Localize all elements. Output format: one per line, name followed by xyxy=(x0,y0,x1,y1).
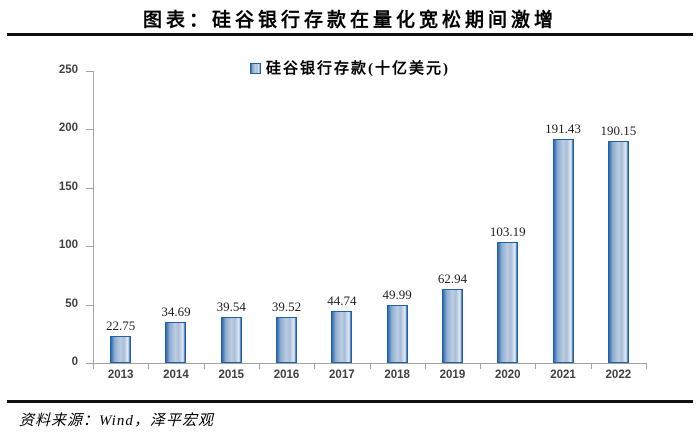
year-label-2022: 2022 xyxy=(605,369,632,381)
bar-2021 xyxy=(552,139,574,363)
bar-2022 xyxy=(607,140,629,363)
value-label-2018: 49.99 xyxy=(382,286,412,302)
xtick-mark xyxy=(314,363,316,369)
legend-label: 硅谷银行存款(十亿美元) xyxy=(266,61,450,77)
year-label-2015: 2015 xyxy=(218,369,245,381)
bar-2015 xyxy=(220,316,242,363)
year-label-2014: 2014 xyxy=(163,369,189,381)
year-label-2013: 2013 xyxy=(107,369,134,381)
year-label-2017: 2017 xyxy=(329,369,355,381)
source-note: 资料来源：Wind，泽平宏观 xyxy=(19,413,214,429)
y-axis-line xyxy=(93,71,94,363)
ytick-mark xyxy=(86,129,93,131)
value-label-2021: 191.43 xyxy=(545,121,581,137)
ytick-mark xyxy=(86,363,93,364)
xtick-mark xyxy=(424,363,426,369)
xtick-mark xyxy=(148,363,150,369)
bar-2016 xyxy=(276,316,298,363)
legend-marker-icon xyxy=(250,63,261,74)
year-label-2020: 2020 xyxy=(494,369,521,381)
value-label-2015: 39.54 xyxy=(216,298,246,314)
value-label-2016: 39.52 xyxy=(271,298,302,314)
xtick-mark xyxy=(203,363,205,369)
year-label-2016: 2016 xyxy=(273,369,300,381)
top-divider xyxy=(7,33,693,36)
xtick-mark xyxy=(646,363,647,369)
xtick-mark xyxy=(590,363,592,369)
year-label-2019: 2019 xyxy=(439,369,466,381)
bar-2014 xyxy=(165,322,187,363)
ytick-mark xyxy=(86,187,93,189)
chart-legend: 硅谷银行存款(十亿美元) xyxy=(0,57,700,78)
year-label-2021: 2021 xyxy=(550,369,576,381)
ytick-label-50: 50 xyxy=(65,297,78,310)
ytick-mark xyxy=(86,304,93,306)
bar-2019 xyxy=(441,289,463,363)
bar-2020 xyxy=(497,242,519,363)
value-label-2017: 44.74 xyxy=(327,292,357,308)
value-label-2022: 190.15 xyxy=(600,122,637,138)
ytick-label-100: 100 xyxy=(58,239,78,252)
bar-2018 xyxy=(386,304,408,363)
year-label-2018: 2018 xyxy=(384,369,410,381)
bottom-divider xyxy=(7,400,693,403)
xtick-mark xyxy=(93,363,94,369)
ytick-label-250: 250 xyxy=(58,64,78,76)
ytick-mark xyxy=(86,246,93,248)
bar-2017 xyxy=(331,310,353,363)
chart-title: 图表：硅谷银行存款在量化宽松期间激增 xyxy=(142,10,557,31)
value-label-2014: 34.69 xyxy=(161,304,191,320)
xtick-mark xyxy=(369,363,371,369)
xtick-mark xyxy=(258,363,260,369)
value-label-2019: 62.94 xyxy=(437,271,468,287)
value-label-2020: 103.19 xyxy=(489,224,526,240)
ytick-label-0: 0 xyxy=(71,356,78,368)
value-label-2013: 22.75 xyxy=(106,318,136,334)
xtick-mark xyxy=(480,363,482,369)
ytick-mark xyxy=(86,71,93,72)
ytick-label-200: 200 xyxy=(58,122,78,135)
ytick-label-150: 150 xyxy=(58,180,78,193)
bar-2013 xyxy=(110,336,132,363)
xtick-mark xyxy=(535,363,537,369)
